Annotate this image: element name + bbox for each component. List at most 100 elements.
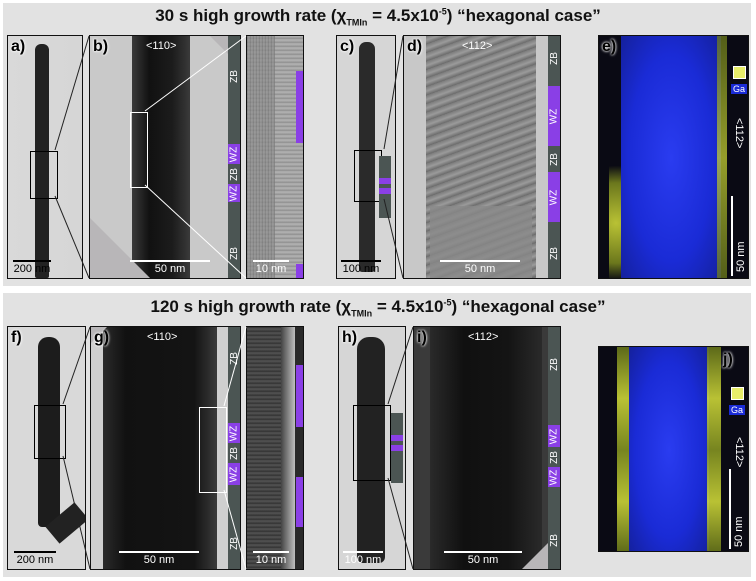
panel-label-c: c) [340,38,355,55]
phase-segment-zb: ZB [228,536,240,550]
phase-segment-wz: WZ [228,184,240,202]
zoom-fringes-g [247,327,287,569]
panel-label-d: d) [407,38,423,55]
direction-label-i: <112> [468,331,499,343]
phase-segment-wz: WZ [228,463,240,485]
row-1-title: 30 s high growth rate (χTMIn = 4.5x10-5)… [155,6,601,28]
scale-bar-i: 50 nm [444,551,522,566]
panel-a-tem-overview: a) 200 nm [7,35,83,279]
scale-bar-g: 50 nm [119,551,199,566]
direction-label-e: <112> [733,118,745,149]
panel-g-hrtem-110: g) <110> 50 nm ZB WZ ZB WZ ZB [90,326,241,570]
corner-wedge-i [522,543,548,569]
scale-bar-b-zoom: 10 nm [253,260,289,275]
panel-h-tem-overview: h) 100 nm [338,326,406,570]
wz-marker-2 [296,264,303,278]
phase-strip-d: ZB WZ ZB WZ ZB [548,36,560,278]
direction-label-g: <110> [147,331,178,343]
panel-label-b: b) [93,38,109,55]
panel-label-h: h) [342,329,358,346]
in-shell-right-e [717,36,727,278]
scale-bar-d: 50 nm [440,260,520,275]
nanowire-i [430,327,542,569]
panel-label-i: i) [417,329,427,346]
direction-label-j: <112> [733,437,745,468]
in-shell-left-j [617,347,631,551]
phase-strip-b: ZB WZ ZB WZ ZB [228,36,240,278]
scale-bar-f: 200 nm [14,551,56,566]
scale-label-j: 50 nm [733,516,745,547]
ga-core-e [621,36,721,278]
corner-wedge-b [90,218,150,278]
panel-j-edx-map: j) Ga <112> 50 nm [598,346,749,552]
nanowire-f [38,337,60,527]
legend-in-swatch-e [733,66,746,79]
scale-bar-h: 100 nm [343,551,383,566]
wz-marker-g1 [296,365,303,427]
selection-box-b [130,112,148,188]
panel-i-hrtem-112: i) <112> 50 nm ZB WZ ZB WZ ZB [413,326,561,570]
phase-segment-zb: ZB [228,167,240,181]
phase-segment-zb: ZB [228,246,240,260]
scale-bar-c: 100 nm [341,260,381,275]
phase-segment-zb: ZB [228,446,240,460]
phase-segment-zb: ZB [548,246,560,260]
zoom-bright-edge-g [281,327,295,569]
direction-label-d: <112> [462,40,493,52]
corner-wedge-b-top [210,36,228,54]
panel-b-zoom-hrtem: 10 nm [246,35,304,279]
ga-core-j [629,347,709,551]
wz-marker-1 [296,71,303,143]
phase-inset-h [391,413,403,483]
selection-box-h [353,405,391,481]
phase-segment-wz: WZ [228,144,240,164]
phase-segment-wz: WZ [228,423,240,443]
nanowire-a [35,44,49,278]
panel-e-edx-map: e) Ga <112> 50 nm [598,35,749,279]
legend-in-swatch-j [731,387,744,400]
selection-box-a [30,151,58,199]
scale-bar-a: 200 nm [13,260,51,275]
panel-label-f: f) [11,329,22,346]
legend-ga-e: Ga [731,84,748,94]
panel-label-e: e) [602,38,617,55]
phase-segment-zb: ZB [548,51,560,65]
phase-segment-zb: ZB [228,351,240,365]
panel-label-g: g) [94,329,110,346]
legend-ga-j: Ga [729,405,746,415]
panel-g-zoom-hrtem: 10 nm [246,326,304,570]
scale-bar-e [731,196,733,276]
panel-f-tem-overview: f) 200 nm [7,326,86,570]
phase-segment-wz: WZ [548,467,560,487]
direction-label-b: <110> [146,40,177,52]
phase-segment-zb: ZB [548,450,560,464]
phase-segment-wz: WZ [548,425,560,447]
panel-label-j: j) [723,351,733,368]
panel-b-hrtem-110: b) <110> 50 nm ZB WZ ZB WZ ZB [89,35,241,279]
in-shell-right-j [707,347,721,551]
nanowire-c [359,42,375,272]
selection-box-f [34,405,66,459]
zoom-dark-region [247,36,275,278]
nanowire-d-lower [430,206,532,278]
selection-box-c [354,150,382,202]
panel-label-a: a) [11,38,26,55]
scale-label-e: 50 nm [735,241,747,272]
corner-wedge-g [91,327,107,343]
selection-box-g [199,407,227,493]
scale-bar-b: 50 nm [130,260,210,275]
panel-c-tem-overview: c) 100 nm [336,35,396,279]
phase-strip-g: ZB WZ ZB WZ ZB [228,327,240,569]
phase-segment-zb: ZB [228,69,240,83]
wz-marker-g2 [296,477,303,527]
scale-bar-g-zoom: 10 nm [253,551,289,566]
nanowire-h [357,337,385,563]
phase-segment-wz: WZ [548,86,560,146]
phase-strip-i: ZB WZ ZB WZ ZB [548,327,560,569]
in-shell-left-e [609,166,623,278]
phase-inset-c [379,156,391,218]
row-2-title: 120 s high growth rate (χTMIn = 4.5x10-5… [150,297,606,319]
phase-segment-zb: ZB [548,533,560,547]
scale-bar-j [729,469,731,549]
phase-segment-zb: ZB [548,152,560,166]
